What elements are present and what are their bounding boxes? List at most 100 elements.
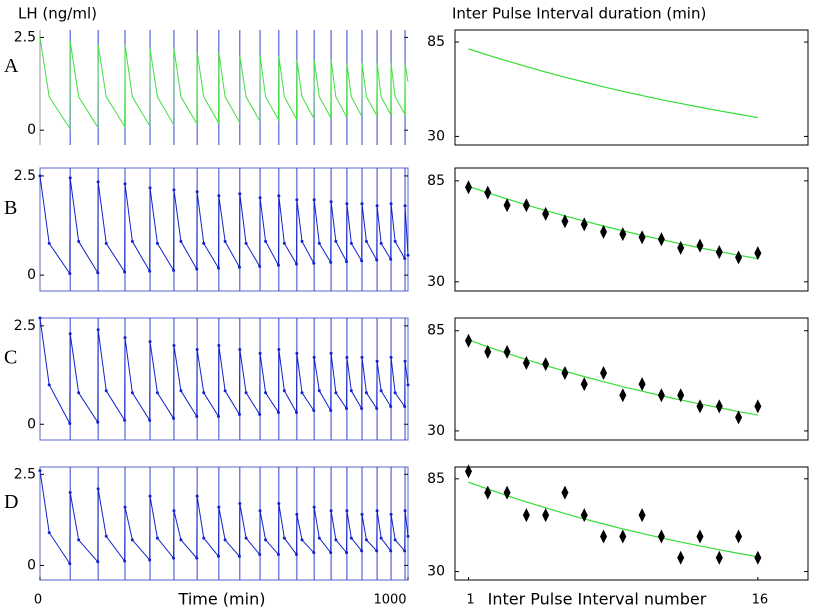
plot-frame xyxy=(454,466,809,581)
lh-point xyxy=(345,509,349,513)
x-tick-label: 1 xyxy=(466,593,474,608)
lh-point xyxy=(96,420,100,424)
diamond xyxy=(696,529,704,544)
diamond xyxy=(715,550,723,565)
lh-point xyxy=(295,198,299,202)
fit-line xyxy=(468,481,758,558)
fit-line xyxy=(468,48,758,119)
lh-point xyxy=(295,512,299,516)
y-tick-label: 85 xyxy=(427,323,445,339)
lh-point xyxy=(195,556,199,560)
lh-point xyxy=(317,389,321,393)
diamond xyxy=(503,485,511,500)
lh-point xyxy=(282,241,286,245)
lh-point xyxy=(47,383,51,387)
lh-point xyxy=(389,549,393,553)
lh-point xyxy=(317,241,321,245)
lh-point xyxy=(360,355,364,359)
lh-point xyxy=(77,538,81,542)
lh-point xyxy=(406,253,410,257)
panel-letter: B xyxy=(4,197,17,219)
lh-point xyxy=(104,534,108,538)
lh-point xyxy=(172,556,176,560)
diamond xyxy=(600,224,608,239)
y-tick-label: 85 xyxy=(427,471,445,487)
lh-point xyxy=(96,271,100,275)
lh-point xyxy=(155,241,159,245)
diamond xyxy=(735,250,743,265)
lh-point xyxy=(389,257,393,261)
lh-point xyxy=(334,538,338,542)
lh-point xyxy=(403,204,407,208)
diamond xyxy=(580,508,588,523)
lh-line xyxy=(39,37,409,130)
lh-point xyxy=(364,391,368,395)
lh-point xyxy=(96,180,100,184)
lh-point xyxy=(312,198,316,202)
lh-point xyxy=(123,336,127,340)
diamond xyxy=(657,388,665,403)
lh-point xyxy=(360,407,364,411)
diamond xyxy=(735,410,743,425)
diamond xyxy=(484,185,492,200)
lh-point xyxy=(195,347,199,351)
lh-point xyxy=(375,204,379,208)
lh-point xyxy=(130,239,134,243)
diamond xyxy=(542,357,550,372)
lh-point xyxy=(96,328,100,332)
lh-point xyxy=(195,190,199,194)
diamond xyxy=(696,399,704,414)
lh-point xyxy=(123,182,127,186)
y-tick-label: 2.5 xyxy=(14,318,36,334)
lh-point xyxy=(155,536,159,540)
lh-point xyxy=(349,241,353,245)
diamond xyxy=(503,344,511,359)
lh-point xyxy=(148,269,152,273)
lh-point xyxy=(312,408,316,412)
lh-point xyxy=(389,405,393,409)
lh-point xyxy=(77,391,81,395)
lh-point xyxy=(300,538,304,542)
lh-point xyxy=(300,239,304,243)
lh-point xyxy=(179,538,183,542)
lh-point xyxy=(38,469,42,473)
lh-point xyxy=(258,412,262,416)
lh-point xyxy=(276,263,280,267)
diamond xyxy=(677,388,685,403)
lh-point xyxy=(258,509,262,513)
diamond xyxy=(522,355,530,370)
diamond xyxy=(619,227,627,242)
lh-point xyxy=(244,391,248,395)
lh-point xyxy=(264,391,268,395)
diamond xyxy=(542,508,550,523)
fit-line xyxy=(468,185,758,260)
lh-point xyxy=(403,549,407,553)
diamond xyxy=(677,550,685,565)
diamond xyxy=(735,529,743,544)
plot-frame xyxy=(39,466,409,581)
diamond xyxy=(754,550,762,565)
lh-point xyxy=(237,554,241,558)
lh-point xyxy=(130,538,134,542)
lh-point xyxy=(276,410,280,414)
lh-point xyxy=(123,505,127,509)
diamond xyxy=(657,529,665,544)
lh-line xyxy=(39,470,409,566)
lh-point xyxy=(393,538,397,542)
lh-point xyxy=(360,202,364,206)
plot-frame xyxy=(454,167,809,292)
lh-point xyxy=(96,487,100,491)
diamond xyxy=(561,214,569,229)
lh-point xyxy=(258,351,262,355)
panel-letter: A xyxy=(4,55,19,77)
lh-point xyxy=(282,536,286,540)
lh-point xyxy=(202,536,206,540)
lh-point xyxy=(68,272,72,276)
lh-point xyxy=(312,261,316,265)
lh-line xyxy=(39,317,409,424)
lh-point xyxy=(329,509,333,513)
lh-point xyxy=(172,509,176,513)
diamond xyxy=(600,365,608,380)
lh-point xyxy=(329,351,333,355)
lh-point xyxy=(334,239,338,243)
